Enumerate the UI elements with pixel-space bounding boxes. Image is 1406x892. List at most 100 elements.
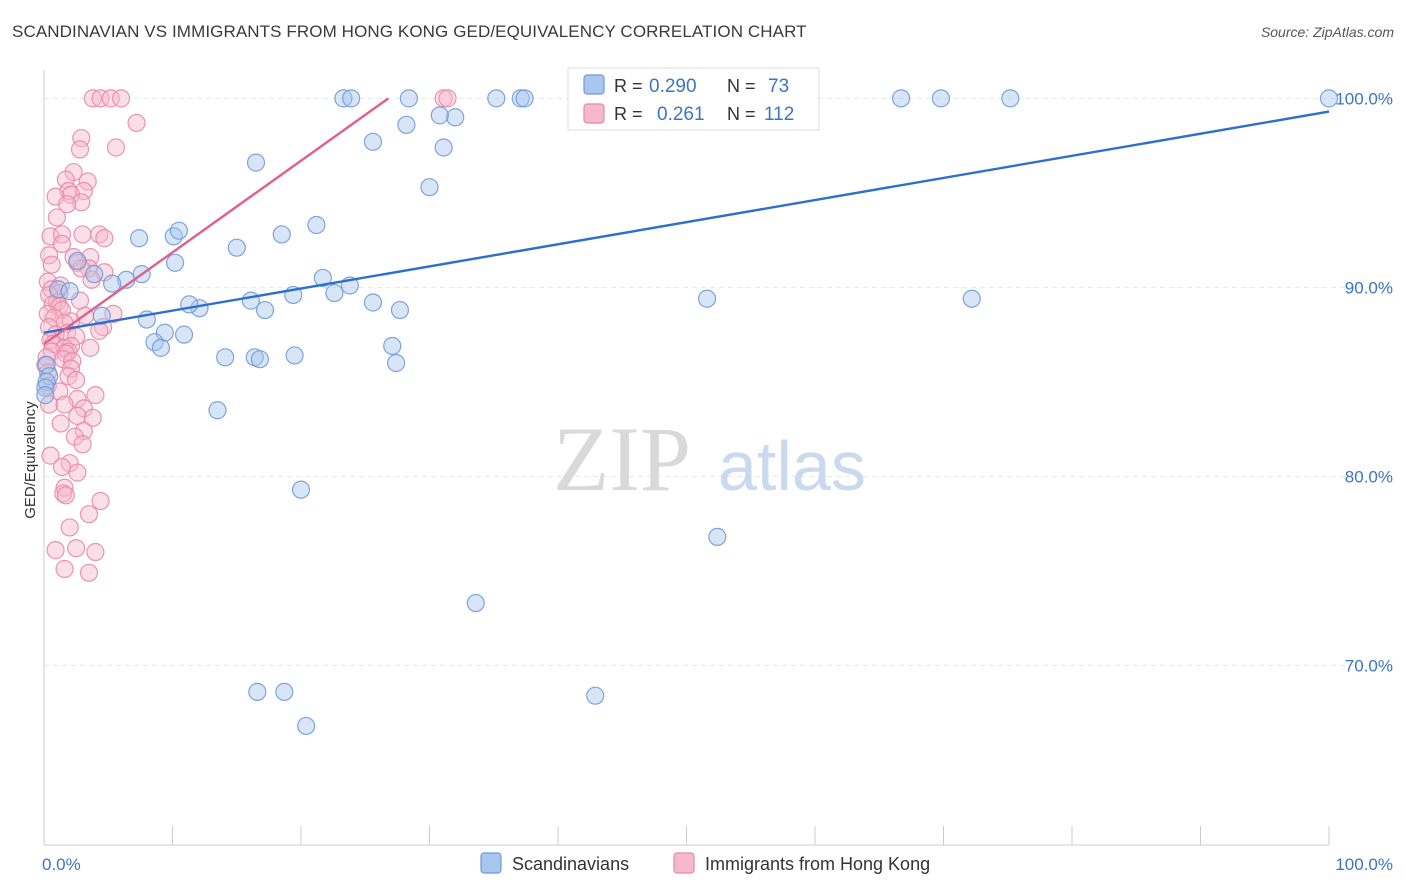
scandinavians-point xyxy=(165,253,185,272)
scandinavians-point xyxy=(708,527,727,546)
hong-kong-point xyxy=(46,541,65,560)
scandinavians-point xyxy=(85,265,104,284)
scandinavians-point xyxy=(227,238,246,257)
scandinavians-point xyxy=(430,106,449,125)
hong-kong-point xyxy=(52,457,72,477)
correlation-legend: R = 0.290 N = 73 R = 0.261 N = 112 xyxy=(567,67,820,131)
hong-kong-point xyxy=(79,505,99,524)
hong-kong-point xyxy=(65,427,84,446)
x-tick-labels: 0.0% 100.0% xyxy=(42,855,1393,874)
scandinavians-point xyxy=(342,89,361,108)
scandinavians-point xyxy=(1001,89,1020,108)
legend-swatch-hong-kong xyxy=(673,852,695,874)
scandinavians-point xyxy=(386,353,406,373)
y-tick-label: 100.0% xyxy=(1335,89,1393,108)
source-label: Source: ZipAtlas.com xyxy=(1260,24,1394,40)
hong-kong-point xyxy=(67,370,86,390)
watermark: ZIP atlas xyxy=(553,408,866,510)
scandinavians-point xyxy=(151,338,171,357)
hong-kong-point xyxy=(74,421,93,441)
y-tick-labels: 100.0% 90.0% 80.0% 70.0% xyxy=(1335,89,1393,675)
trend-line-hong-kong xyxy=(43,97,390,346)
watermark-zip: ZIP xyxy=(553,408,691,510)
x-tick-label: 0.0% xyxy=(42,855,81,874)
scandinavians-point xyxy=(255,300,275,320)
scandinavians-point xyxy=(36,386,55,405)
hong-kong-point xyxy=(95,229,114,248)
scandinavians-point xyxy=(103,274,122,293)
hong-kong-point xyxy=(40,285,59,305)
scandinavians-point xyxy=(487,89,506,108)
hong-kong-point xyxy=(54,350,73,369)
hong-kong-point xyxy=(127,113,146,133)
scandinavians-point xyxy=(511,89,530,108)
hong-kong-point xyxy=(52,225,72,244)
hong-kong-point xyxy=(86,542,105,562)
hong-kong-point xyxy=(78,172,97,191)
scandinavians-point xyxy=(60,282,79,301)
hong-kong-point xyxy=(101,89,120,108)
hong-kong-point xyxy=(73,225,92,244)
hong-kong-point xyxy=(60,518,79,537)
hong-kong-point xyxy=(55,559,74,579)
hong-kong-point xyxy=(83,408,102,427)
trend-line-scandinavians xyxy=(43,110,1330,334)
legend-r-label-pink: R = xyxy=(614,104,643,124)
scandinavians-point xyxy=(248,682,267,701)
scandinavians-point xyxy=(180,295,199,314)
scandinavians-point xyxy=(399,89,419,108)
scandinavians-point xyxy=(68,251,87,271)
hong-kong-point xyxy=(41,446,60,465)
scandinavians-point xyxy=(363,132,383,151)
scandinavians-point xyxy=(246,153,266,172)
y-tick-label: 70.0% xyxy=(1345,656,1393,675)
scandinavians-point xyxy=(49,280,68,299)
scandinavians-point xyxy=(36,378,55,397)
legend-label-scandinavians: Scandinavians xyxy=(512,854,629,874)
scandinavians-point xyxy=(446,108,465,127)
gridlines xyxy=(44,97,1391,666)
legend-swatch-scandinavians xyxy=(480,852,502,874)
legend-n-value-pink: 112 xyxy=(764,104,794,125)
series-scandinavians-points xyxy=(36,89,1339,736)
scandinavians-point xyxy=(174,325,194,344)
legend-swatch-blue xyxy=(583,74,605,95)
legend-r-label-blue: R = xyxy=(614,76,643,96)
hong-kong-point xyxy=(434,89,453,108)
legend-label-hong-kong: Immigrants from Hong Kong xyxy=(705,854,930,874)
hong-kong-point xyxy=(91,89,110,108)
scandinavians-point xyxy=(397,115,416,134)
hong-kong-point xyxy=(47,208,66,227)
hong-kong-point xyxy=(70,140,90,159)
scandinavians-point xyxy=(515,89,534,108)
scandinavians-point xyxy=(420,178,439,197)
legend-r-value-blue: 0.290 xyxy=(649,76,697,97)
hong-kong-point xyxy=(68,463,87,482)
hong-kong-point xyxy=(72,193,91,212)
scandinavians-point xyxy=(697,289,717,308)
scandinavians-point xyxy=(383,336,402,356)
scandinavians-point xyxy=(164,227,183,246)
scandinavians-point xyxy=(334,89,353,108)
scandinavians-point xyxy=(325,283,344,303)
hong-kong-point xyxy=(42,255,61,274)
hong-kong-point xyxy=(64,162,83,182)
scandinavians-point xyxy=(307,215,326,235)
series-hong-kong-points xyxy=(36,89,457,582)
scandinavians-point xyxy=(297,716,316,736)
legend-n-label-blue: N = xyxy=(727,76,756,96)
scandinavians-point xyxy=(272,225,291,244)
y-tick-label: 80.0% xyxy=(1345,467,1393,486)
y-tick-label: 90.0% xyxy=(1345,278,1393,297)
hong-kong-point xyxy=(56,486,75,505)
scandinavians-point xyxy=(390,300,410,320)
hong-kong-point xyxy=(91,491,110,511)
scandinavians-point xyxy=(466,593,485,613)
hong-kong-point xyxy=(51,414,70,433)
hong-kong-point xyxy=(52,234,72,254)
legend-r-value-pink: 0.261 xyxy=(657,104,705,125)
series-legend: Scandinavians Immigrants from Hong Kong xyxy=(480,852,930,874)
hong-kong-point xyxy=(86,386,105,405)
hong-kong-point xyxy=(81,338,100,357)
